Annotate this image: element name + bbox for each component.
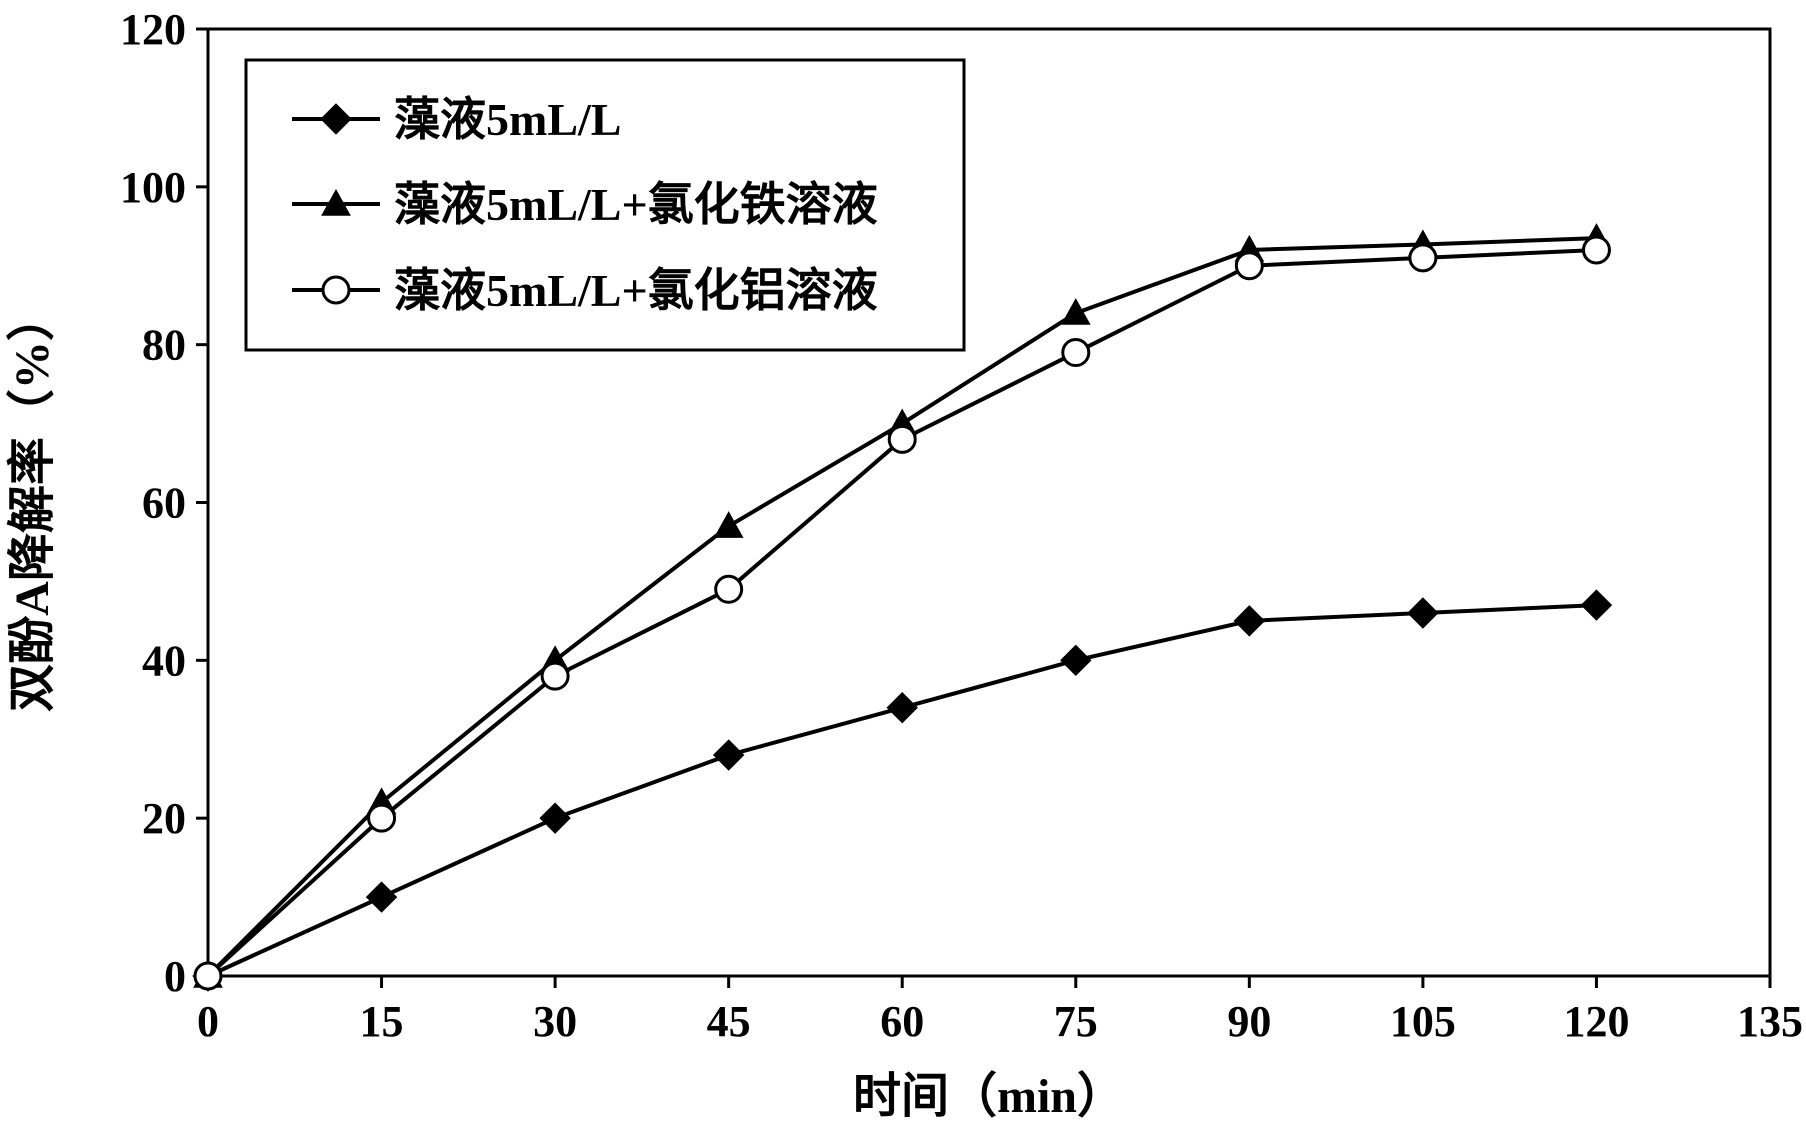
legend-item: 藻液5mL/L+氯化铁溶液 (292, 179, 878, 230)
series-1 (192, 589, 1613, 992)
data-point (367, 803, 397, 833)
x-tick-label: 60 (880, 997, 924, 1046)
data-point (1580, 589, 1613, 621)
x-tick-label: 75 (1054, 997, 1098, 1046)
data-point (712, 739, 745, 771)
legend-item: 藻液5mL/L (292, 94, 621, 145)
data-point (540, 661, 570, 691)
series-group (192, 223, 1613, 992)
y-tick-label: 100 (120, 163, 186, 212)
data-point (713, 511, 744, 538)
axes: 0 20 40 60 80 100 120 0 15 30 45 60 75 90 105 120 135 (120, 5, 1803, 1046)
y-tick-label: 80 (142, 321, 186, 370)
legend-marker (320, 103, 352, 135)
data-point (714, 574, 744, 604)
data-point (1060, 644, 1092, 677)
x-tick-label: 30 (533, 997, 577, 1046)
data-point (1581, 235, 1611, 265)
x-tick-label: 90 (1227, 997, 1271, 1046)
data-point (1407, 597, 1439, 629)
y-tick-label: 60 (142, 479, 186, 528)
x-tick-label: 45 (707, 997, 751, 1046)
y-axis-title: 双酚A降解率（%） (6, 293, 59, 712)
legend-label: 藻液5mL/L+氯化铁溶液 (394, 179, 878, 230)
x-tick-label: 0 (197, 997, 219, 1046)
y-tick-label: 120 (120, 5, 186, 54)
legend-marker (321, 275, 351, 305)
data-point (1234, 251, 1264, 281)
data-point (886, 691, 918, 724)
legend-label: 藻液5mL/L (394, 94, 621, 145)
data-point (1060, 298, 1091, 325)
series-3 (193, 235, 1611, 991)
x-tick-label: 135 (1737, 997, 1803, 1046)
x-tick-label: 15 (360, 997, 404, 1046)
axis-titles: 时间（min） 双酚A降解率（%） (6, 293, 1125, 1123)
data-point (1233, 605, 1266, 637)
y-tick-label: 40 (142, 636, 186, 685)
x-axis-title: 时间（min） (853, 1070, 1125, 1123)
legend-item: 藻液5mL/L+氯化铝溶液 (292, 265, 878, 316)
x-tick-label: 105 (1390, 997, 1456, 1046)
legend-label: 藻液5mL/L+氯化铝溶液 (394, 265, 878, 316)
y-tick-label: 0 (164, 952, 186, 1001)
x-tick-label: 120 (1563, 997, 1629, 1046)
data-point (1408, 243, 1438, 273)
data-point (365, 881, 398, 913)
data-point (1061, 338, 1091, 368)
data-point (887, 424, 917, 454)
data-point (193, 961, 223, 991)
y-tick-label: 20 (142, 794, 186, 843)
legend-marker (321, 188, 351, 216)
data-point (539, 802, 571, 834)
